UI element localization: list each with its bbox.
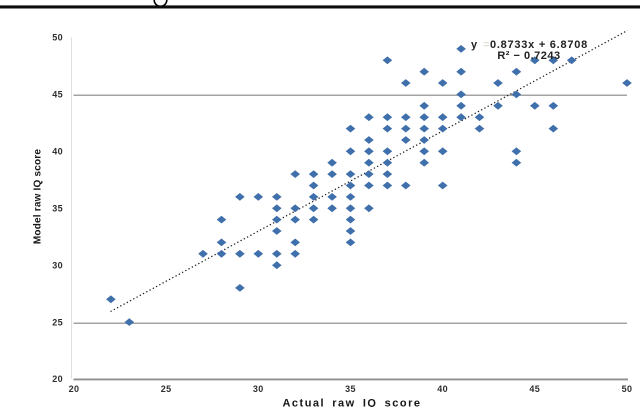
- svg-text:30: 30: [52, 260, 63, 270]
- svg-text:25: 25: [52, 317, 63, 327]
- svg-text:40: 40: [52, 147, 63, 157]
- svg-text:50: 50: [622, 384, 633, 394]
- svg-text:Actual raw IQ score: Actual raw IQ score: [282, 398, 421, 407]
- svg-text:45: 45: [529, 384, 540, 394]
- svg-text:50: 50: [52, 33, 63, 43]
- svg-text:Model raw IQ score: Model raw IQ score: [32, 149, 43, 245]
- svg-text:R² − 0.7243: R² − 0.7243: [497, 50, 560, 62]
- svg-text:=: =: [483, 39, 489, 51]
- svg-text:35: 35: [52, 204, 63, 214]
- svg-text:40: 40: [437, 384, 448, 394]
- svg-text:0.8733x + 6.8708: 0.8733x + 6.8708: [490, 39, 588, 51]
- svg-text:20: 20: [52, 374, 63, 384]
- svg-text:30: 30: [253, 384, 264, 394]
- svg-text:y: y: [471, 39, 478, 51]
- svg-text:25: 25: [161, 384, 172, 394]
- svg-text:20: 20: [69, 384, 80, 394]
- svg-text:35: 35: [345, 384, 356, 394]
- svg-text:45: 45: [52, 90, 63, 100]
